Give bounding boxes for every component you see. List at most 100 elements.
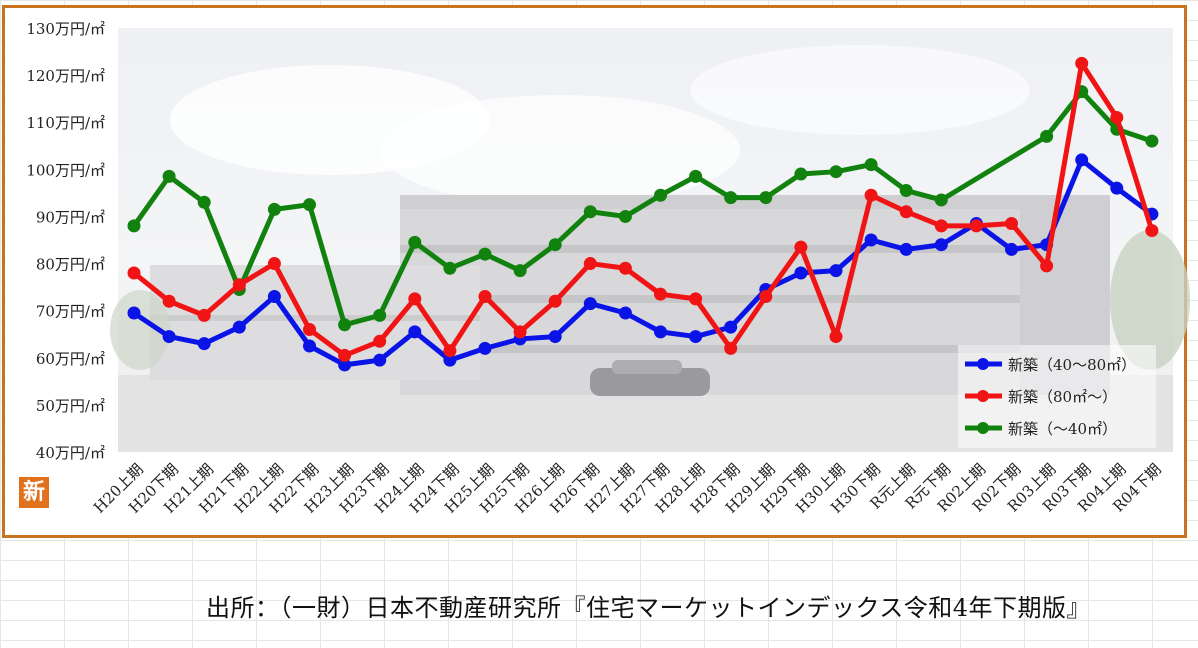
data-point: [969, 219, 983, 233]
data-point: [267, 202, 281, 216]
data-point: [408, 325, 422, 339]
data-point: [794, 266, 808, 280]
data-point: [934, 219, 948, 233]
data-point: [127, 306, 141, 320]
data-point: [899, 205, 913, 219]
source-caption: 出所：（一財）日本不動産研究所『住宅マーケットインデックス令和4年下期版』: [206, 594, 1092, 622]
logo-badge: 新: [19, 477, 49, 508]
data-point: [338, 358, 352, 372]
data-point: [689, 169, 703, 183]
data-point: [899, 184, 913, 198]
data-point: [1145, 224, 1159, 238]
data-point: [829, 264, 843, 278]
data-point: [373, 308, 387, 322]
data-point: [513, 264, 527, 278]
y-tick-label: 120万円/㎡: [26, 67, 105, 85]
legend: 新築（40～80㎡） 新築（80㎡～） 新築（～40㎡）: [958, 345, 1156, 448]
data-point: [1075, 153, 1089, 167]
data-point: [373, 353, 387, 367]
legend-label: 新築（～40㎡）: [1008, 420, 1117, 438]
data-point: [267, 257, 281, 271]
data-point: [197, 195, 211, 209]
data-point: [583, 297, 597, 311]
data-point: [548, 294, 562, 308]
data-point: [478, 341, 492, 355]
legend-swatch-marker: [977, 422, 989, 434]
data-point: [127, 266, 141, 280]
data-point: [794, 240, 808, 254]
data-point: [618, 209, 632, 223]
data-point: [197, 308, 211, 322]
data-point: [654, 188, 667, 202]
series-2: [127, 85, 1159, 332]
data-point: [303, 323, 316, 337]
y-tick-label: 130万円/㎡: [26, 20, 105, 38]
data-point: [864, 233, 878, 247]
data-point: [654, 287, 667, 301]
data-point: [618, 261, 632, 275]
data-point: [1040, 129, 1054, 143]
data-point: [934, 238, 948, 252]
data-point: [654, 325, 667, 339]
legend-label: 新築（80㎡～）: [1008, 388, 1117, 406]
data-point: [478, 290, 492, 304]
data-point: [232, 320, 246, 334]
series-1: [127, 56, 1159, 362]
data-point: [689, 292, 703, 306]
data-point: [864, 158, 878, 172]
data-point: [513, 325, 527, 339]
data-point: [548, 330, 562, 344]
data-point: [1075, 56, 1089, 70]
data-point: [618, 306, 632, 320]
data-point: [583, 257, 597, 271]
y-tick-label: 40万円/㎡: [36, 444, 105, 462]
data-point: [1110, 111, 1124, 125]
data-point: [303, 198, 316, 212]
data-point: [583, 205, 597, 219]
data-point: [689, 330, 703, 344]
data-point: [724, 341, 738, 355]
data-point: [338, 318, 352, 332]
data-point: [829, 165, 843, 179]
data-point: [899, 242, 913, 256]
data-point: [934, 193, 948, 207]
data-point: [794, 167, 808, 181]
y-tick-label: 100万円/㎡: [26, 161, 105, 179]
data-point: [127, 219, 141, 233]
y-tick-label: 50万円/㎡: [36, 397, 105, 415]
data-point: [1110, 181, 1124, 195]
data-point: [267, 290, 281, 304]
data-point: [162, 169, 176, 183]
data-point: [443, 344, 457, 358]
data-point: [408, 235, 422, 249]
series-line: [131, 89, 1153, 328]
data-point: [724, 191, 738, 205]
legend-swatch-marker: [977, 358, 989, 370]
data-point: [338, 348, 352, 362]
legend-label: 新築（40～80㎡）: [1008, 356, 1136, 374]
data-point: [373, 334, 387, 348]
data-point: [1005, 242, 1018, 256]
data-point: [864, 188, 878, 202]
data-point: [443, 353, 457, 367]
data-point: [162, 330, 176, 344]
y-tick-label: 60万円/㎡: [36, 350, 105, 368]
data-point: [408, 292, 422, 306]
y-tick-label: 80万円/㎡: [36, 256, 105, 274]
data-point: [197, 337, 211, 351]
legend-swatch-marker: [977, 390, 989, 402]
data-point: [829, 330, 843, 344]
y-tick-label: 90万円/㎡: [36, 208, 105, 226]
data-point: [759, 290, 773, 304]
y-tick-label: 110万円/㎡: [26, 114, 105, 132]
data-point: [1040, 259, 1054, 273]
data-point: [303, 339, 316, 353]
data-point: [443, 261, 457, 275]
data-point: [162, 294, 176, 308]
data-point: [759, 191, 773, 205]
data-point: [1145, 134, 1159, 148]
data-point: [478, 247, 492, 261]
y-tick-label: 70万円/㎡: [36, 303, 105, 321]
data-point: [548, 238, 562, 252]
